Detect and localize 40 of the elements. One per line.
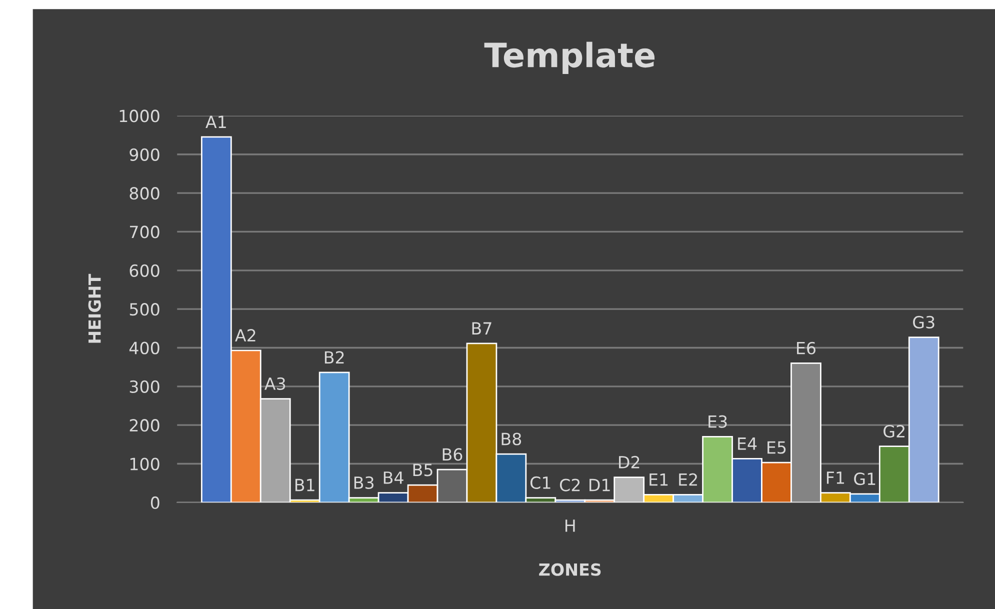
series-label: E2 [679, 473, 697, 486]
series-label: D2 [619, 456, 640, 468]
series-label: C1 [530, 476, 550, 489]
y-tick-label: 800 [130, 187, 160, 200]
y-tick-label: 200 [130, 419, 160, 432]
series-label: F1 [826, 472, 844, 484]
y-tick-label: 900 [130, 148, 160, 161]
series-label: E6 [797, 342, 816, 354]
series-label: B3 [354, 476, 374, 489]
y-tick-label: 600 [130, 264, 160, 277]
series-label: D1 [590, 478, 610, 492]
y-tick-label: 700 [130, 226, 160, 238]
x-axis-title: ZONES [539, 563, 601, 576]
y-tick-label: 0 [150, 496, 160, 509]
series-label: E5 [768, 441, 786, 454]
series-label: B5 [413, 464, 432, 476]
series-label: B4 [384, 472, 404, 484]
y-tick-label: 1000 [120, 110, 160, 122]
y-tick-label: 500 [130, 303, 160, 316]
series-label: A1 [206, 116, 226, 128]
series-label: E4 [738, 438, 757, 450]
y-tick-label: 300 [130, 380, 160, 393]
series-label: C2 [560, 478, 580, 492]
series-label: G2 [884, 424, 904, 438]
chart-title: Template [484, 42, 655, 74]
series-label: G1 [854, 472, 876, 486]
series-label: E3 [708, 415, 727, 428]
series-label: A2 [235, 329, 256, 342]
y-tick-label: 400 [129, 342, 160, 354]
series-label: B1 [295, 478, 314, 492]
series-label: A3 [264, 377, 286, 390]
series-label: B6 [442, 448, 462, 461]
y-axis-title: HEIGHT [88, 274, 101, 343]
series-label: G3 [913, 316, 934, 329]
series-label: E1 [650, 474, 668, 486]
series-label: B2 [324, 351, 344, 364]
y-tick-label: 100 [130, 458, 160, 470]
series-label: B7 [472, 322, 492, 334]
series-label: B8 [502, 432, 522, 446]
x-tick-label: H [566, 520, 575, 532]
